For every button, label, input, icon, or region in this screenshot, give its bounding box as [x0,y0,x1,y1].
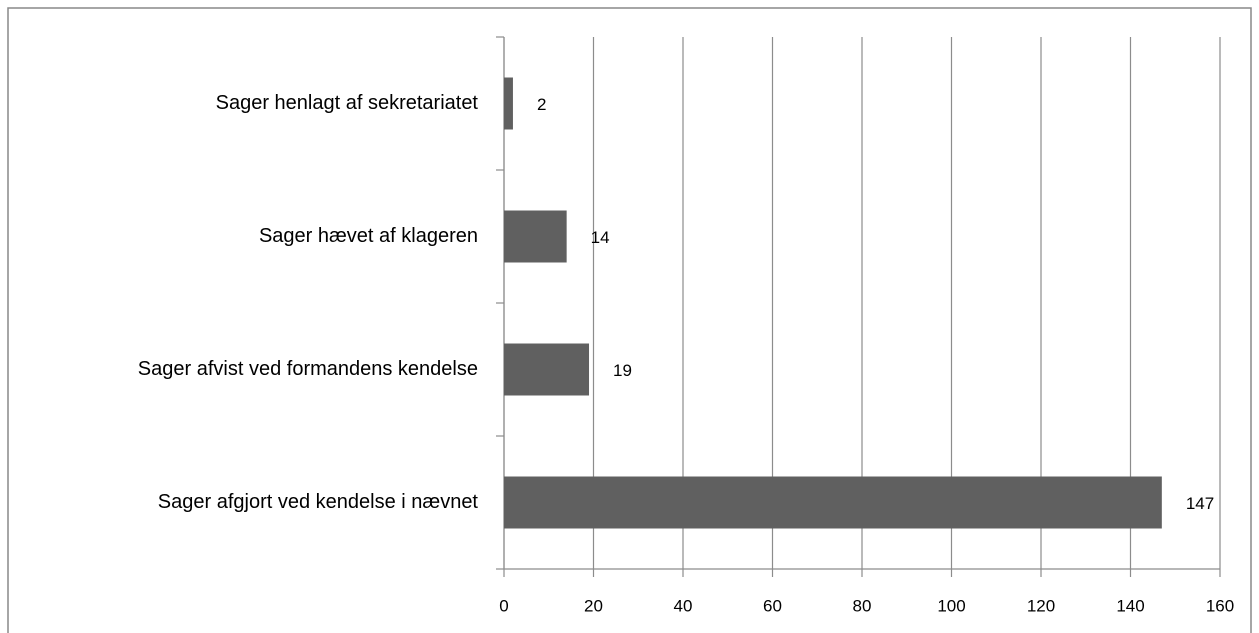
data-label: 147 [1186,494,1214,513]
x-tick-label: 0 [499,596,508,615]
x-tick-label: 20 [584,596,603,615]
bar [504,210,567,263]
y-tick-label: Sager hævet af klageren [259,225,478,247]
data-label: 19 [613,361,632,380]
x-tick-label: 120 [1027,596,1055,615]
chart-frame [7,7,1252,633]
bar [504,476,1162,529]
x-tick-label: 60 [763,596,782,615]
x-tick-label: 140 [1116,596,1144,615]
bar [504,77,513,130]
x-tick-label: 40 [674,596,693,615]
data-label: 14 [591,228,610,247]
data-label: 2 [537,95,546,114]
x-tick-label: 80 [853,596,872,615]
y-tick-label: Sager afgjort ved kendelse i nævnet [158,491,479,513]
x-tick-label: 160 [1206,596,1234,615]
y-tick-label: Sager henlagt af sekretariatet [216,92,479,114]
bar [504,343,590,396]
y-tick-label: Sager afvist ved formandens kendelse [138,358,478,380]
x-tick-label: 100 [937,596,965,615]
